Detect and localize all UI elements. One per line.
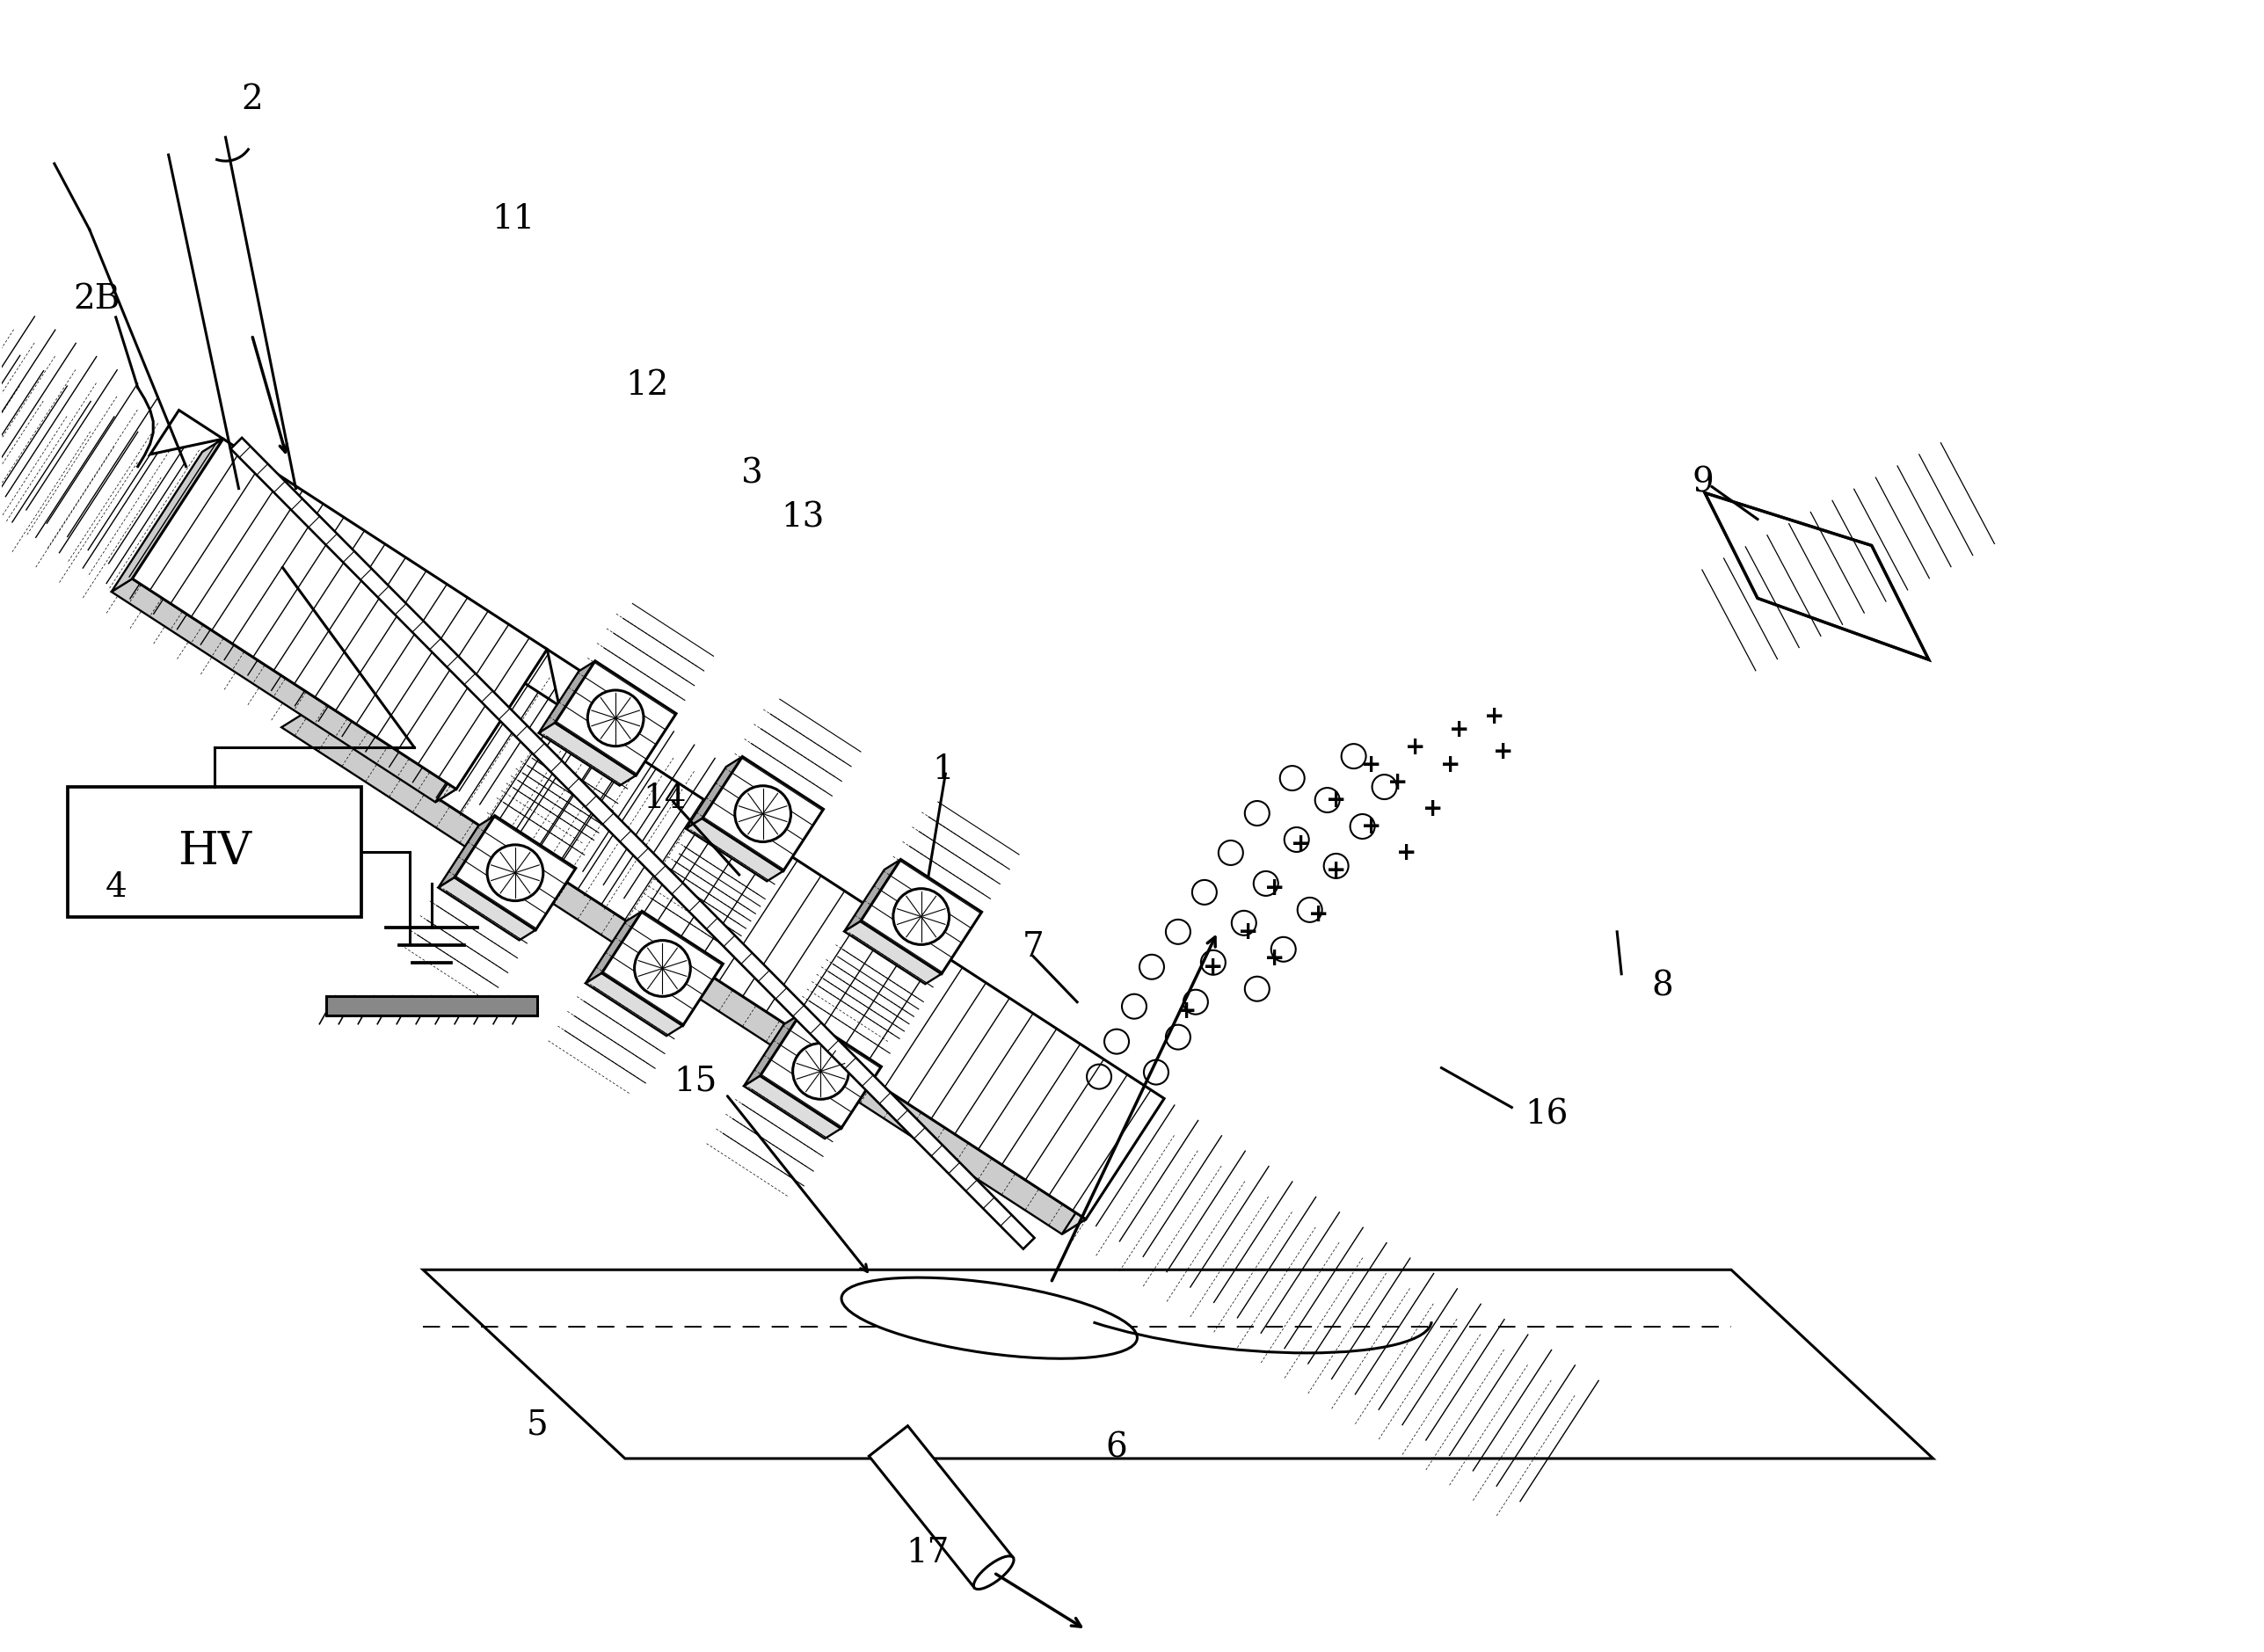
Text: +: + bbox=[1492, 740, 1512, 765]
Polygon shape bbox=[149, 410, 224, 454]
Text: +: + bbox=[1309, 902, 1329, 927]
Circle shape bbox=[589, 691, 643, 747]
Text: 5: 5 bbox=[525, 1409, 548, 1442]
Bar bbox=[68, 786, 362, 917]
Text: 11: 11 bbox=[491, 203, 534, 235]
Text: +: + bbox=[1202, 955, 1223, 980]
Polygon shape bbox=[555, 661, 677, 775]
Text: +: + bbox=[1327, 857, 1347, 882]
Polygon shape bbox=[306, 591, 1164, 1219]
Circle shape bbox=[487, 844, 543, 900]
Polygon shape bbox=[702, 757, 824, 871]
Text: 8: 8 bbox=[1653, 970, 1673, 1003]
Circle shape bbox=[634, 940, 691, 996]
Polygon shape bbox=[539, 724, 636, 786]
Text: +: + bbox=[1361, 753, 1381, 778]
Polygon shape bbox=[602, 912, 722, 1026]
Text: +: + bbox=[1238, 920, 1259, 943]
Text: +: + bbox=[1406, 735, 1426, 760]
Text: +: + bbox=[1440, 753, 1460, 778]
Polygon shape bbox=[1062, 1099, 1164, 1234]
Text: 14: 14 bbox=[643, 781, 686, 814]
Circle shape bbox=[736, 786, 790, 843]
Text: +: + bbox=[1449, 717, 1469, 742]
Polygon shape bbox=[745, 1014, 801, 1085]
Text: +: + bbox=[1422, 796, 1442, 821]
Polygon shape bbox=[111, 439, 224, 591]
Text: +: + bbox=[1361, 814, 1381, 839]
Text: 4: 4 bbox=[104, 872, 127, 904]
Polygon shape bbox=[586, 973, 684, 1036]
Polygon shape bbox=[111, 578, 457, 803]
Polygon shape bbox=[844, 922, 942, 985]
Text: +: + bbox=[1290, 831, 1311, 856]
Circle shape bbox=[894, 889, 949, 945]
Text: 12: 12 bbox=[625, 370, 668, 401]
Text: 17: 17 bbox=[906, 1536, 949, 1569]
Text: +: + bbox=[1397, 841, 1417, 866]
Polygon shape bbox=[761, 1014, 881, 1128]
Text: 3: 3 bbox=[740, 458, 763, 489]
Polygon shape bbox=[455, 816, 575, 930]
Polygon shape bbox=[844, 859, 901, 932]
Text: 2: 2 bbox=[240, 83, 263, 116]
Circle shape bbox=[792, 1042, 849, 1099]
Text: 2B: 2B bbox=[72, 284, 120, 316]
Polygon shape bbox=[439, 877, 537, 940]
Polygon shape bbox=[435, 649, 548, 803]
Ellipse shape bbox=[842, 1277, 1137, 1358]
Polygon shape bbox=[1705, 492, 1929, 659]
Polygon shape bbox=[231, 438, 1035, 1249]
Polygon shape bbox=[539, 661, 595, 733]
Text: 7: 7 bbox=[1023, 932, 1044, 963]
Text: 13: 13 bbox=[781, 501, 824, 534]
Text: +: + bbox=[1483, 704, 1503, 729]
Text: 1: 1 bbox=[933, 753, 953, 786]
Text: +: + bbox=[1177, 998, 1198, 1023]
Polygon shape bbox=[869, 1426, 1012, 1588]
Text: 15: 15 bbox=[672, 1066, 718, 1097]
Polygon shape bbox=[423, 1270, 1933, 1459]
Polygon shape bbox=[860, 859, 983, 973]
Polygon shape bbox=[745, 1075, 842, 1138]
Polygon shape bbox=[131, 439, 548, 790]
Polygon shape bbox=[586, 912, 643, 983]
Text: +: + bbox=[1327, 788, 1347, 813]
Text: +: + bbox=[1263, 947, 1286, 970]
Polygon shape bbox=[548, 649, 591, 722]
Text: 6: 6 bbox=[1105, 1432, 1127, 1464]
Polygon shape bbox=[686, 818, 783, 881]
Ellipse shape bbox=[974, 1556, 1014, 1589]
Text: +: + bbox=[1263, 876, 1286, 900]
Polygon shape bbox=[326, 996, 537, 1016]
Polygon shape bbox=[686, 757, 743, 829]
Text: HV: HV bbox=[177, 829, 251, 874]
Polygon shape bbox=[281, 712, 1087, 1234]
Polygon shape bbox=[439, 816, 496, 887]
Text: 9: 9 bbox=[1691, 466, 1714, 499]
Text: 16: 16 bbox=[1526, 1099, 1569, 1130]
Text: +: + bbox=[1388, 770, 1408, 795]
